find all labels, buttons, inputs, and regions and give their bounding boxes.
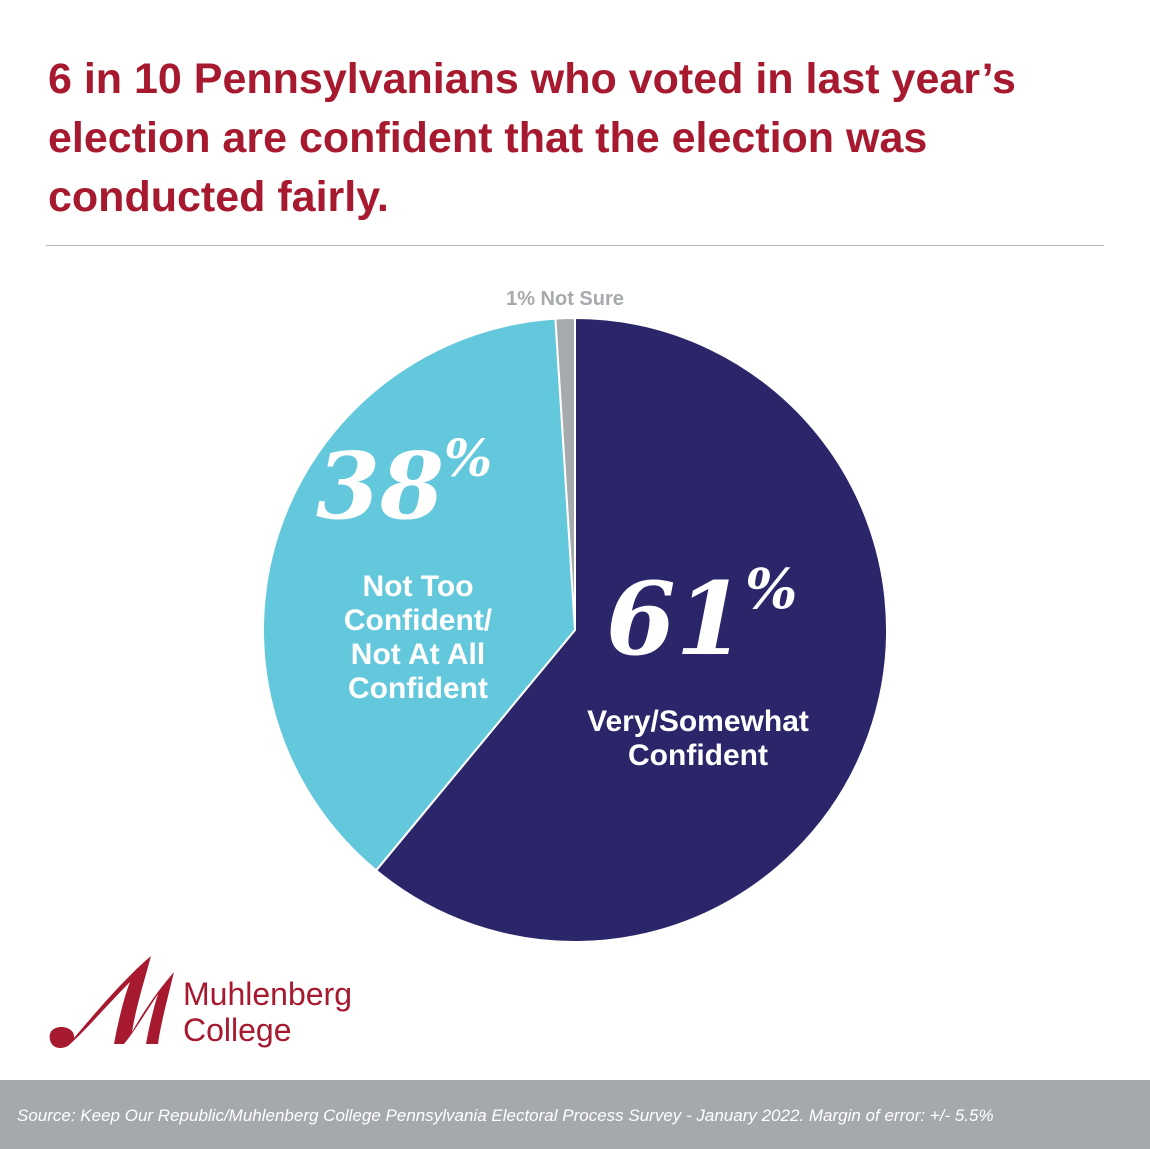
slice-value-not-confident: 38% (316, 428, 493, 540)
college-name: Muhlenberg College (183, 976, 352, 1048)
source-note: Source: Keep Our Republic/Muhlenberg Col… (17, 1106, 994, 1125)
chart-title: 6 in 10 Pennsylvanians who voted in last… (48, 55, 1016, 221)
logo-line1: Muhlenberg (183, 976, 352, 1012)
slice-label-not-confident: Not Too Confident/ Not At All Confident (343, 570, 493, 705)
slice-value-confident: 61% (606, 556, 798, 678)
slice-label-not-sure: 1% Not Sure (506, 288, 624, 310)
pie-chart (262, 316, 888, 943)
muhlenberg-m-logo-icon (49, 956, 174, 1048)
pie-slice-1 (262, 317, 577, 872)
divider (46, 245, 1104, 246)
logo-line2: College (183, 1012, 292, 1048)
pie-slice-2 (554, 316, 576, 631)
slice-label-confident: Very/Somewhat Confident (587, 705, 809, 772)
pie-slice-0 (374, 316, 888, 943)
footer: Source: Keep Our Republic/Muhlenberg Col… (0, 1080, 1150, 1149)
